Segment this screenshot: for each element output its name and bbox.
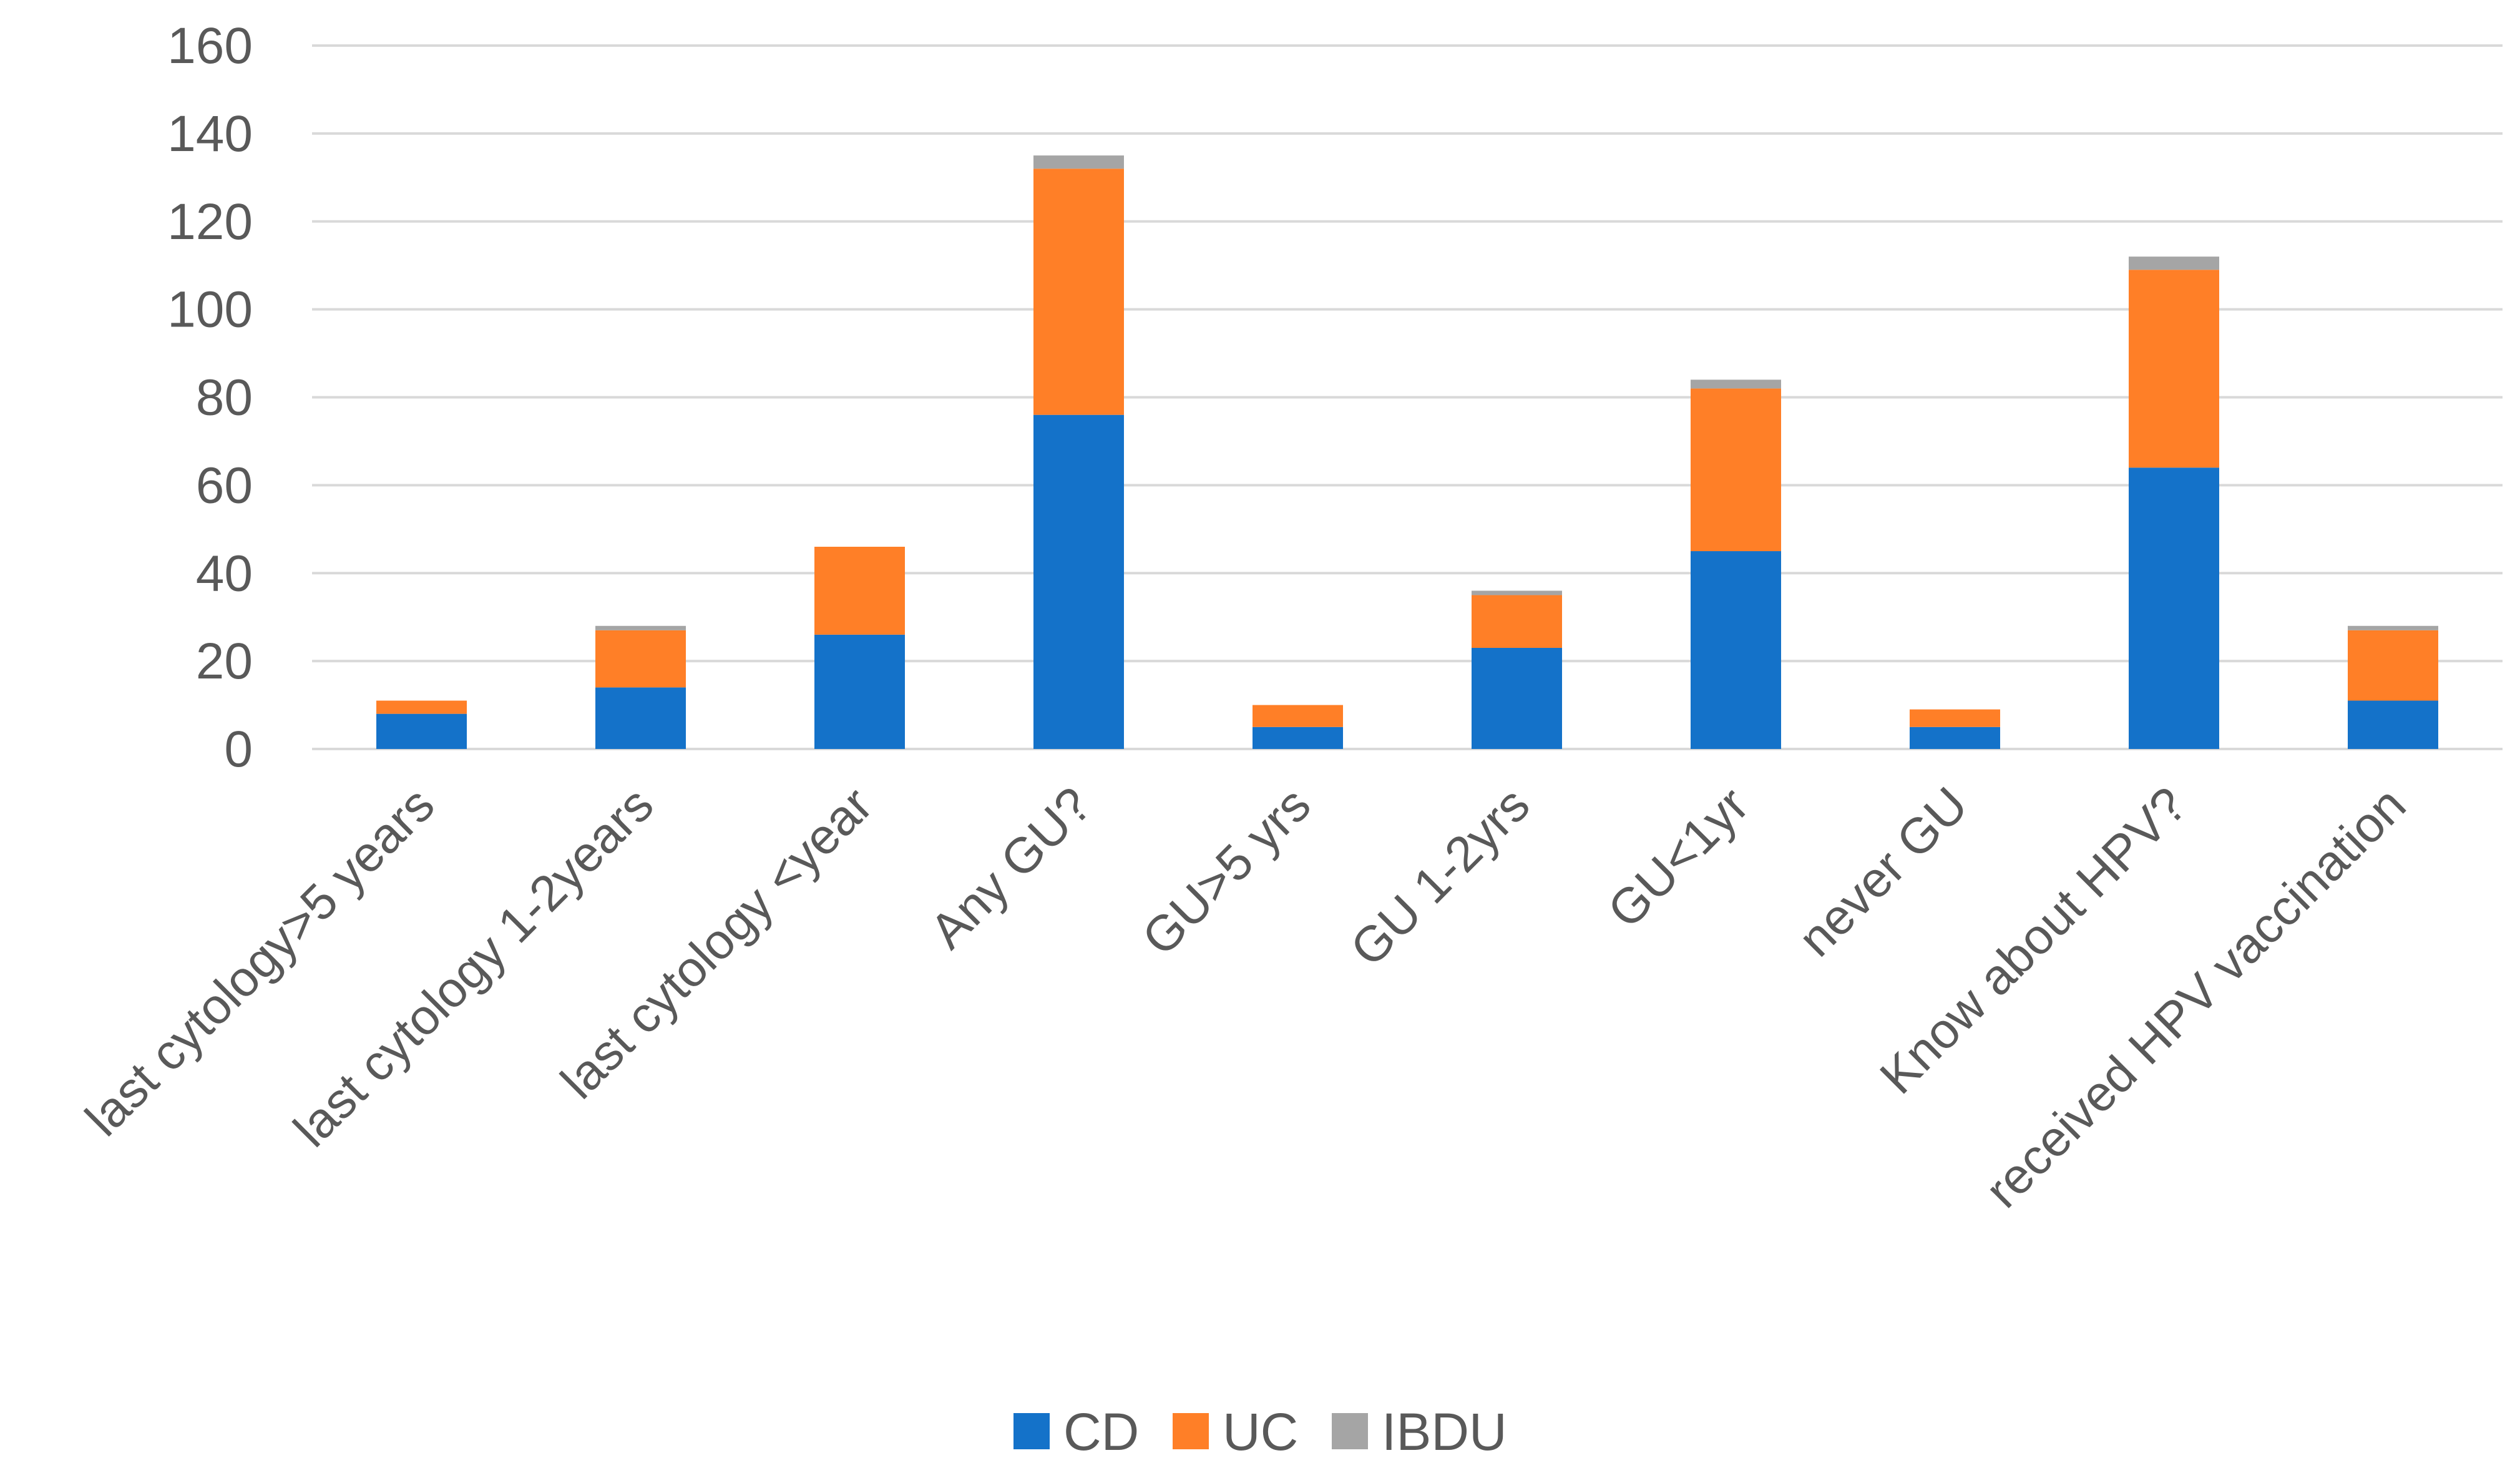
- bar-segment-uc: [1253, 705, 1343, 727]
- legend-swatch-uc: [1173, 1413, 1209, 1449]
- y-axis-tick-labels: 0 20 40 60 80 100 120 140 160: [167, 17, 253, 778]
- legend-label-uc: UC: [1223, 1402, 1298, 1461]
- x-category-label: last cytology>5 years: [75, 776, 445, 1147]
- bar-segment-cd: [1910, 727, 2000, 749]
- bar-segment-ibdu: [1033, 155, 1124, 169]
- bar-segment-cd: [1472, 647, 1562, 749]
- bar-segment-ibdu: [2129, 257, 2219, 270]
- bar-segment-cd: [2348, 700, 2438, 749]
- bar-segment-cd: [2129, 467, 2219, 749]
- x-category-label: GU<1yr: [1597, 776, 1759, 938]
- bar-segment-uc: [814, 546, 905, 635]
- bar-segment-uc: [1033, 169, 1124, 415]
- bar-segment-uc: [1691, 388, 1781, 552]
- bar-segment-uc: [2348, 630, 2438, 701]
- bar-segment-uc: [595, 630, 686, 688]
- bar-segment-cd: [595, 687, 686, 749]
- bar-segment-ibdu: [595, 625, 686, 630]
- y-tick-label: 40: [196, 545, 253, 602]
- bar-segment-uc: [376, 700, 467, 714]
- bars: [376, 155, 2438, 749]
- bar-segment-uc: [1472, 595, 1562, 648]
- y-tick-label: 140: [167, 105, 253, 162]
- bar-segment-cd: [376, 713, 467, 749]
- x-category-label: GU 1-2yrs: [1340, 776, 1540, 977]
- bar-segment-ibdu: [1472, 590, 1562, 595]
- y-tick-label: 100: [167, 281, 253, 338]
- bar-segment-uc: [2129, 270, 2219, 468]
- x-category-label: received HPV vaccination: [1975, 776, 2416, 1218]
- x-category-label: GU>5 yrs: [1131, 776, 1321, 966]
- x-category-label: Any GU?: [919, 776, 1101, 959]
- bar-segment-cd: [1691, 551, 1781, 749]
- bar-segment-ibdu: [2348, 625, 2438, 630]
- x-category-label: last cytology 1-2years: [283, 776, 664, 1157]
- y-tick-label: 160: [167, 17, 253, 74]
- legend-swatch-cd: [1013, 1413, 1050, 1449]
- bar-segment-cd: [1253, 727, 1343, 749]
- legend-swatch-ibdu: [1332, 1413, 1368, 1449]
- legend-label-cd: CD: [1063, 1402, 1139, 1461]
- bar-segment-uc: [1910, 709, 2000, 727]
- x-category-label: never GU: [1788, 776, 1978, 967]
- legend: CD UC IBDU: [1013, 1402, 1507, 1461]
- y-tick-label: 0: [224, 721, 253, 778]
- y-tick-label: 120: [167, 193, 253, 250]
- legend-label-ibdu: IBDU: [1382, 1402, 1507, 1461]
- y-tick-label: 60: [196, 457, 253, 514]
- bar-segment-cd: [814, 634, 905, 749]
- bar-segment-ibdu: [1691, 379, 1781, 389]
- y-tick-label: 80: [196, 369, 253, 426]
- bar-segment-cd: [1033, 414, 1124, 749]
- y-tick-label: 20: [196, 633, 253, 690]
